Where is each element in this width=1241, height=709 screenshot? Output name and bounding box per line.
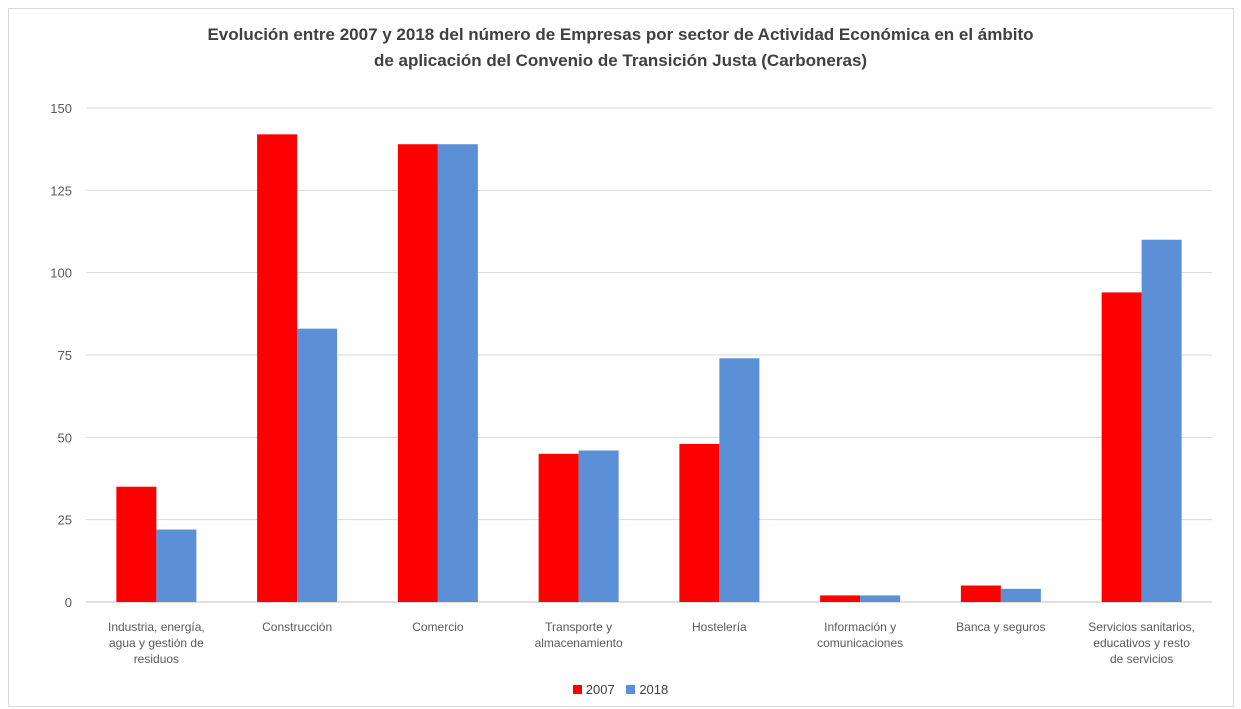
bar-2007-2 bbox=[397, 144, 438, 602]
x-tick-label-4: Hostelería bbox=[692, 620, 747, 634]
chart-legend: 2007 2018 bbox=[0, 682, 1241, 697]
bar-2007-3 bbox=[538, 453, 579, 602]
chart-title: Evolución entre 2007 y 2018 del número d… bbox=[0, 22, 1241, 74]
bar-2007-0 bbox=[116, 486, 157, 602]
bar-2007-7 bbox=[1101, 292, 1142, 602]
bar-2007-1 bbox=[257, 134, 298, 602]
legend-swatch-2007 bbox=[572, 685, 582, 694]
x-tick-label-line: comunicaciones bbox=[817, 636, 903, 650]
x-tick-label-line: Industria, energía, bbox=[108, 620, 205, 634]
x-tick-label-line: Comercio bbox=[412, 620, 464, 634]
chart-title-line-1: Evolución entre 2007 y 2018 del número d… bbox=[207, 25, 1034, 44]
y-tick-label-75: 75 bbox=[58, 348, 72, 363]
x-tick-label-line: Hostelería bbox=[692, 620, 747, 634]
legend-item-2007: 2007 bbox=[572, 682, 615, 697]
x-tick-label-line: educativos y resto bbox=[1093, 636, 1190, 650]
x-tick-label-line: almacenamiento bbox=[535, 636, 623, 650]
x-tick-label-1: Construcción bbox=[262, 620, 332, 634]
x-tick-label-2: Comercio bbox=[412, 620, 464, 634]
legend-label-2007: 2007 bbox=[585, 682, 615, 697]
x-tick-label-line: Banca y seguros bbox=[956, 620, 1045, 634]
x-tick-label-line: agua y gestión de bbox=[109, 636, 204, 650]
bar-2018-6 bbox=[1000, 588, 1041, 602]
x-tick-label-line: Transporte y bbox=[545, 620, 612, 634]
x-tick-label-7: Servicios sanitarios, educativos y resto d… bbox=[1088, 620, 1195, 666]
bar-2007-6 bbox=[960, 585, 1001, 602]
bar-2007-5 bbox=[820, 595, 861, 602]
legend-label-2018: 2018 bbox=[639, 682, 669, 697]
y-tick-label-100: 100 bbox=[50, 266, 72, 281]
bar-2018-4 bbox=[719, 358, 760, 602]
x-tick-label-line: Servicios sanitarios, bbox=[1088, 620, 1195, 634]
x-tick-label-3: Transporte y almacenamiento bbox=[535, 620, 623, 650]
bar-2018-5 bbox=[860, 595, 901, 602]
y-tick-label-0: 0 bbox=[65, 595, 72, 610]
legend-swatch-2018 bbox=[626, 685, 636, 694]
legend-item-2018: 2018 bbox=[626, 682, 668, 697]
x-tick-label-5: Información y comunicaciones bbox=[817, 620, 903, 650]
x-tick-label-6: Banca y seguros bbox=[956, 620, 1045, 634]
x-tick-label-line: residuos bbox=[134, 652, 179, 666]
x-tick-label-line: Construcción bbox=[262, 620, 332, 634]
x-tick-label-0: Industria, energía, agua y gestión de resi… bbox=[108, 620, 205, 666]
y-tick-label-150: 150 bbox=[50, 101, 72, 116]
bar-2018-1 bbox=[297, 328, 338, 602]
bar-2018-7 bbox=[1141, 239, 1182, 602]
bar-2018-0 bbox=[156, 529, 197, 602]
bar-2007-4 bbox=[679, 443, 720, 602]
bar-2018-3 bbox=[578, 450, 619, 602]
y-tick-label-125: 125 bbox=[50, 183, 72, 198]
x-tick-label-line: de servicios bbox=[1110, 652, 1173, 666]
chart-title-line-2: de aplicación del Convenio de Transición… bbox=[373, 51, 868, 70]
bar-2018-2 bbox=[437, 144, 478, 602]
y-tick-label-25: 25 bbox=[58, 513, 72, 528]
y-tick-label-50: 50 bbox=[58, 430, 72, 445]
x-tick-label-line: Información y bbox=[824, 620, 896, 634]
